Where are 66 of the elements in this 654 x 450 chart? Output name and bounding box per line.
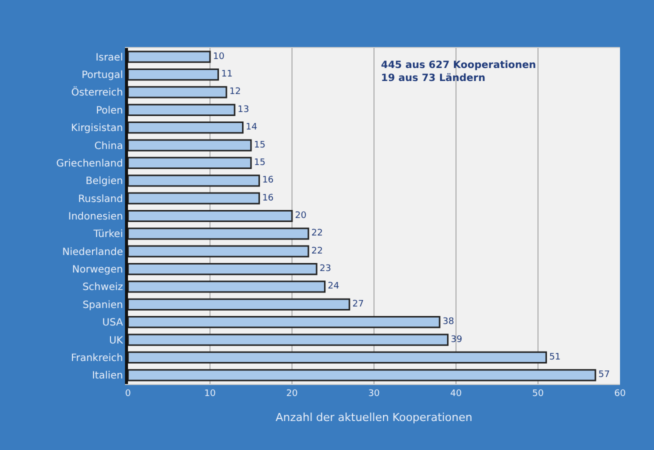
bar (128, 192, 260, 204)
data-label: 22 (311, 246, 323, 256)
y-tick-label: Belgien (86, 176, 123, 188)
y-tick-label: Kirgisistan (71, 123, 123, 134)
y-tick-label: Griechenland (56, 158, 123, 170)
bar (128, 351, 547, 364)
y-tick-label: UK (109, 335, 124, 346)
data-label: 15 (254, 158, 266, 168)
y-tick-label: Portugal (82, 70, 123, 82)
annotation: 445 aus 627 Kooperationen 19 aus 73 Ländern (381, 60, 536, 84)
y-tick-label: Niederlande (62, 246, 123, 258)
x-tick-label: 60 (614, 388, 626, 399)
bar (128, 316, 440, 328)
bar (128, 245, 310, 258)
bar (128, 122, 244, 134)
y-tick-label: Russland (78, 194, 123, 205)
bar (128, 280, 326, 293)
x-tick-label: 20 (286, 388, 298, 399)
data-label: 10 (213, 52, 225, 62)
y-tick-label: Schweiz (82, 282, 123, 294)
x-tick-label: 40 (450, 388, 462, 399)
data-label: 12 (229, 87, 241, 98)
data-label: 16 (262, 176, 274, 186)
data-label: 51 (549, 352, 561, 362)
y-tick-label: Italien (92, 370, 123, 382)
data-label: 22 (311, 228, 323, 239)
data-label: 16 (262, 193, 274, 204)
y-tick-label: Indonesien (68, 212, 123, 222)
y-tick-label: China (94, 140, 123, 152)
x-tick-label: 0 (125, 388, 132, 399)
data-label: 57 (598, 370, 610, 380)
y-tick-label: Norwegen (72, 264, 123, 276)
bar (128, 210, 293, 222)
bar (128, 369, 596, 382)
bar (128, 174, 260, 187)
data-label: 23 (320, 264, 332, 274)
bar (128, 298, 350, 310)
y-tick-label: Israel (96, 52, 123, 64)
y-tick-label: Österreich (71, 86, 123, 99)
data-label: 38 (442, 317, 454, 328)
bar (128, 50, 211, 63)
x-tick-label: 30 (368, 388, 380, 399)
x-tick-label: 10 (204, 388, 216, 399)
data-label: 15 (254, 140, 266, 150)
bar (128, 68, 219, 81)
bar (128, 263, 318, 276)
bar (128, 86, 228, 98)
bar (128, 156, 252, 169)
data-label: 24 (328, 282, 340, 292)
data-label: 39 (450, 334, 463, 345)
y-tick-label: Frankreich (70, 352, 123, 364)
y-tick-label: Spanien (82, 300, 123, 311)
y-tick-label: USA (102, 318, 124, 329)
bar (128, 104, 236, 116)
y-tick-label: Türkei (92, 229, 123, 240)
bar (128, 228, 310, 240)
data-label: 13 (238, 104, 250, 115)
data-label: 27 (352, 299, 364, 310)
data-label: 20 (295, 211, 307, 221)
x-tick-label: 50 (532, 388, 544, 399)
x-axis-title: Anzahl der aktuellen Kooperationen (276, 411, 472, 424)
y-tick-label: Polen (96, 105, 123, 116)
bar (128, 334, 449, 346)
bar (128, 139, 252, 152)
data-label: 11 (221, 70, 233, 80)
data-label: 14 (246, 122, 258, 133)
